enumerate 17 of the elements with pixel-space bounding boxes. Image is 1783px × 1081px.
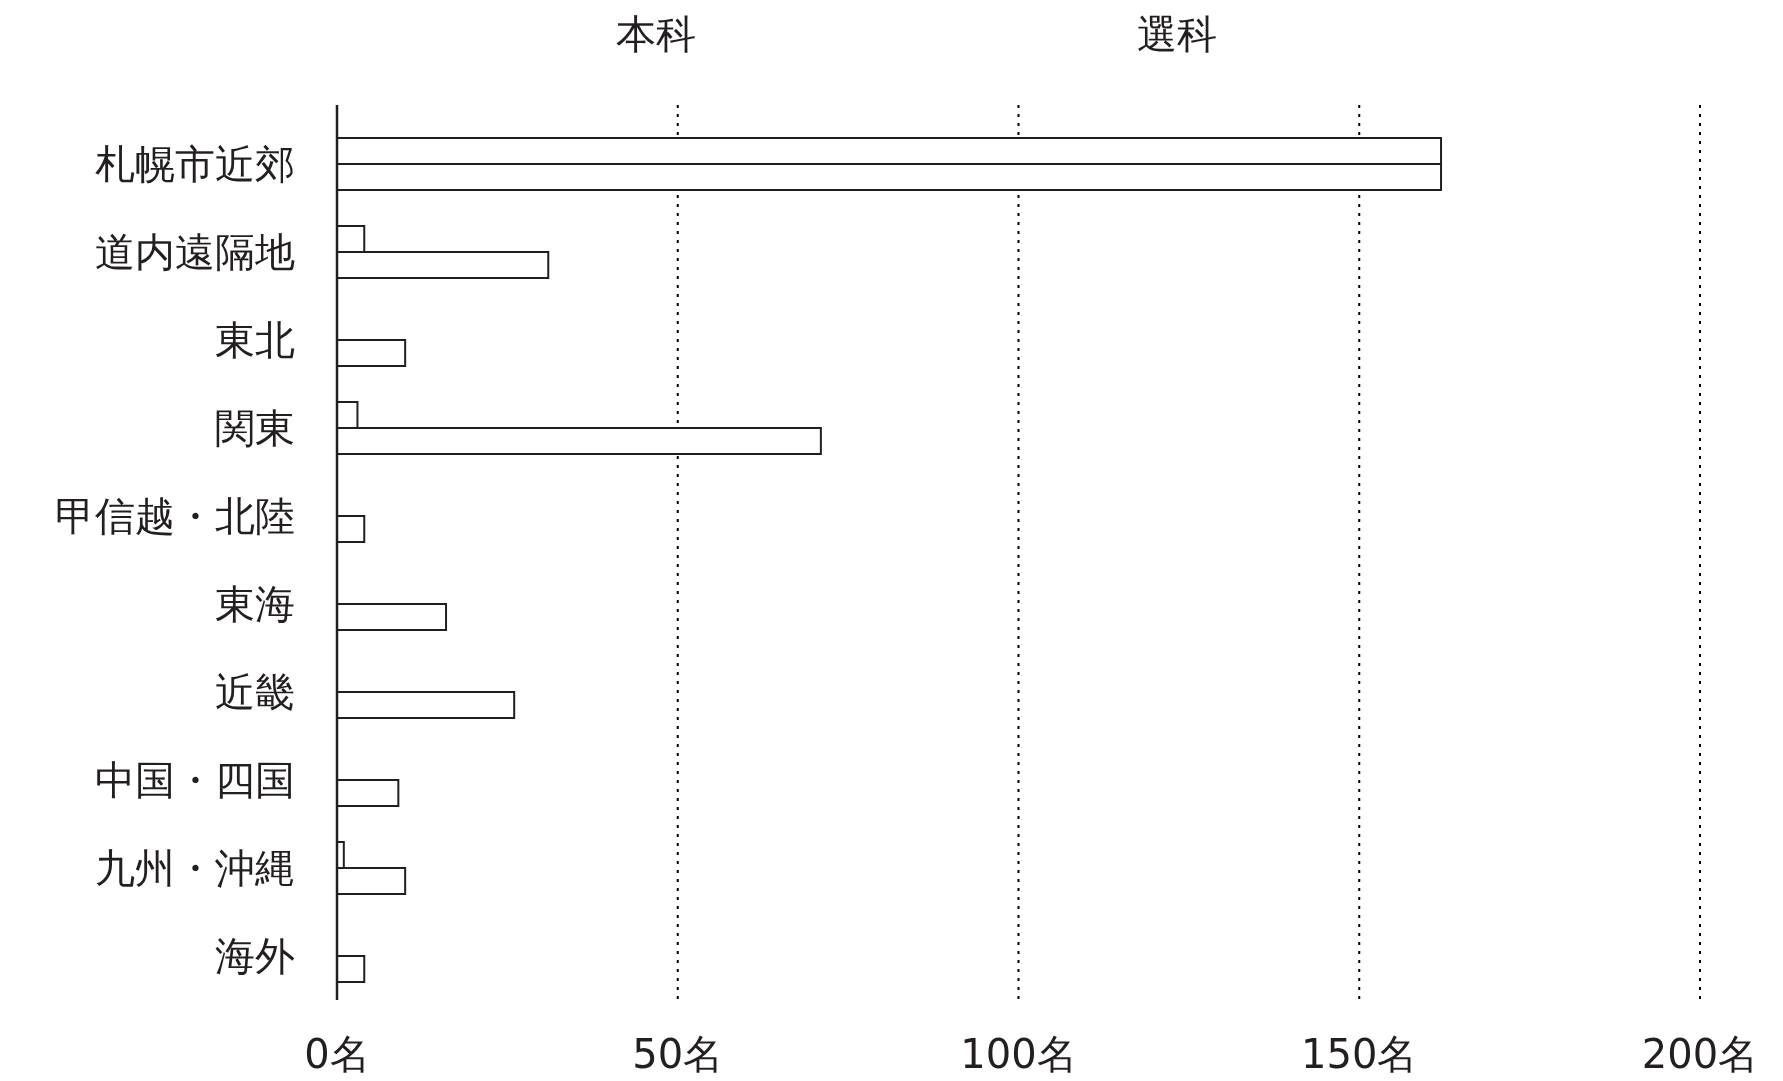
y-tick-label: 東海: [215, 581, 295, 627]
y-tick-label: 道内遠隔地: [95, 229, 295, 275]
y-tick-label: 東北: [215, 317, 295, 363]
x-tick-label: 0名: [304, 1031, 370, 1077]
y-tick-label: 甲信越・北陸: [55, 493, 295, 539]
x-tick-label: 200名: [1641, 1031, 1759, 1077]
y-tick-label: 海外: [215, 933, 295, 979]
y-tick-label: 近畿: [215, 669, 295, 715]
x-tick-label: 100名: [960, 1031, 1077, 1077]
x-tick-label: 150名: [1301, 1031, 1418, 1077]
y-tick-label: 九州・沖縄: [95, 845, 295, 891]
x-tick-label: 50名: [632, 1031, 724, 1077]
y-tick-label: 札幌市近郊: [95, 141, 295, 187]
y-tick-label: 中国・四国: [95, 757, 295, 803]
text: 本科: [616, 11, 696, 57]
text: 選科: [1137, 11, 1217, 57]
y-tick-label: 関東: [215, 405, 295, 451]
